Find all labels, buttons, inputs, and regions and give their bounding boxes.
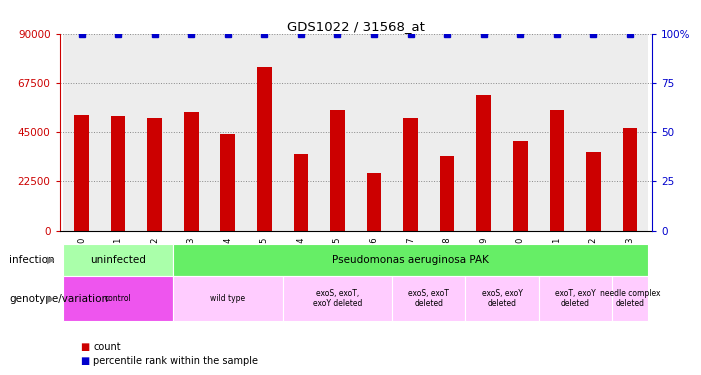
Bar	[184, 112, 198, 231]
Bar	[465, 34, 502, 231]
Text: Pseudomonas aeruginosa PAK: Pseudomonas aeruginosa PAK	[332, 255, 489, 265]
Bar	[147, 118, 162, 231]
Text: exoS, exoY
deleted: exoS, exoY deleted	[482, 289, 522, 308]
Text: needle complex
deleted: needle complex deleted	[600, 289, 660, 308]
Text: count: count	[93, 342, 121, 352]
Bar	[513, 141, 528, 231]
Bar	[210, 34, 246, 231]
Bar	[221, 134, 235, 231]
Text: ▶: ▶	[48, 294, 55, 303]
Bar	[538, 276, 612, 321]
Bar	[173, 34, 210, 231]
Bar	[477, 95, 491, 231]
Text: ▶: ▶	[48, 255, 55, 265]
Bar	[612, 34, 648, 231]
Bar	[465, 276, 538, 321]
Bar	[257, 67, 272, 231]
Bar	[63, 34, 100, 231]
Bar	[440, 156, 454, 231]
Text: control: control	[104, 294, 132, 303]
Bar	[393, 34, 429, 231]
Bar	[74, 115, 89, 231]
Bar	[622, 128, 637, 231]
Bar	[319, 34, 355, 231]
Text: ■: ■	[81, 342, 90, 352]
Bar	[246, 34, 283, 231]
Bar	[283, 34, 319, 231]
Text: ■: ■	[81, 356, 90, 366]
Bar	[63, 244, 173, 276]
Bar	[403, 118, 418, 231]
Title: GDS1022 / 31568_at: GDS1022 / 31568_at	[287, 20, 425, 33]
Bar	[173, 244, 648, 276]
Bar	[294, 154, 308, 231]
Bar	[575, 34, 612, 231]
Bar	[586, 152, 601, 231]
Bar	[330, 110, 345, 231]
Bar	[502, 34, 538, 231]
Text: infection: infection	[9, 255, 55, 265]
Text: genotype/variation: genotype/variation	[9, 294, 108, 303]
Bar	[100, 34, 137, 231]
Bar	[429, 34, 465, 231]
Text: uninfected: uninfected	[90, 255, 146, 265]
Bar	[283, 276, 393, 321]
Text: exoS, exoT
deleted: exoS, exoT deleted	[409, 289, 449, 308]
Bar	[63, 276, 173, 321]
Text: percentile rank within the sample: percentile rank within the sample	[93, 356, 258, 366]
Bar	[538, 34, 575, 231]
Text: exoS, exoT,
exoY deleted: exoS, exoT, exoY deleted	[313, 289, 362, 308]
Bar	[111, 116, 125, 231]
Bar	[367, 172, 381, 231]
Bar	[355, 34, 393, 231]
Bar	[550, 110, 564, 231]
Bar	[393, 276, 465, 321]
Bar	[173, 276, 283, 321]
Text: exoT, exoY
deleted: exoT, exoY deleted	[554, 289, 596, 308]
Bar	[612, 276, 648, 321]
Bar	[137, 34, 173, 231]
Text: wild type: wild type	[210, 294, 245, 303]
